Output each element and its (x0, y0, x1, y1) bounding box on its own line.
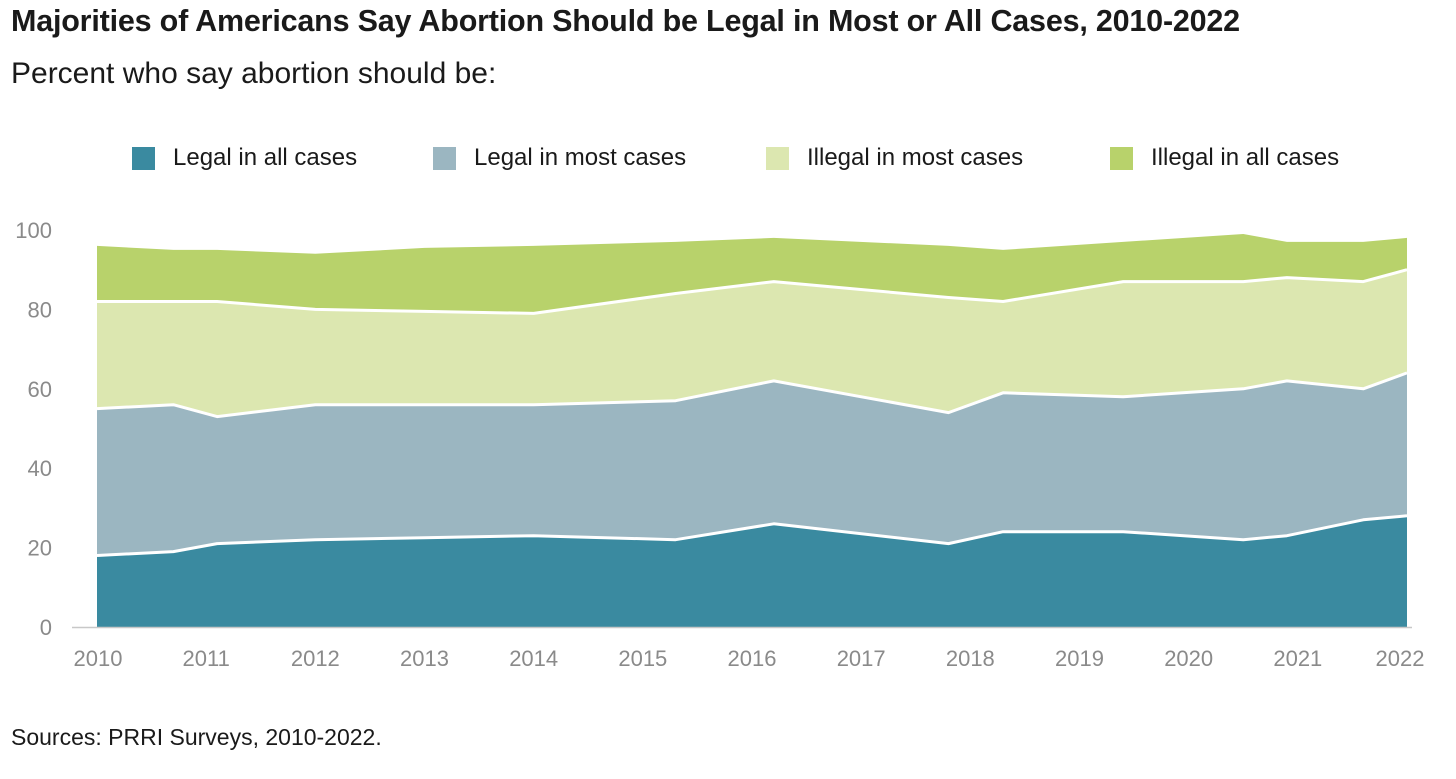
area-illegal-all (97, 234, 1407, 314)
y-tick-label: 60 (28, 377, 52, 402)
x-tick-label: 2016 (728, 646, 777, 671)
legend: Legal in all cases Legal in most cases I… (0, 140, 1456, 176)
legend-swatch-illegal-all (1110, 146, 1133, 170)
area-legal-all (97, 515, 1407, 627)
legend-item-illegal-all: Illegal in all cases (1110, 140, 1339, 176)
legend-item-illegal-most: Illegal in most cases (766, 140, 1023, 176)
legend-item-legal-most: Legal in most cases (433, 140, 686, 176)
y-tick-label: 80 (28, 297, 52, 322)
x-axis-ticks: 2010 2011 2012 2013 2014 2015 2016 2017 2018 2019… (74, 646, 1425, 671)
source-note: Sources: PRRI Surveys, 2010-2022. (11, 724, 382, 750)
x-tick-label: 2019 (1055, 646, 1104, 671)
area-layers (97, 234, 1407, 627)
x-tick-label: 2020 (1164, 646, 1213, 671)
x-tick-label: 2018 (946, 646, 995, 671)
x-tick-label: 2011 (183, 646, 230, 671)
legend-label-illegal-all: Illegal in all cases (1151, 144, 1340, 171)
x-tick-label: 2017 (837, 646, 886, 671)
x-tick-label: 2012 (291, 646, 340, 671)
x-tick-label: 2013 (400, 646, 449, 671)
chart-subtitle: Percent who say abortion should be: (11, 57, 497, 90)
x-tick-label: 2015 (618, 646, 667, 671)
legend-swatch-legal-all (132, 146, 155, 170)
x-tick-label: 2014 (509, 646, 558, 671)
legend-label-illegal-most: Illegal in most cases (807, 144, 1024, 171)
y-axis-ticks: 0 20 40 60 80 100 (15, 218, 52, 640)
y-tick-label: 100 (15, 218, 52, 243)
y-tick-label: 0 (40, 615, 52, 640)
area-boundaries (96, 268, 1408, 557)
legend-label-legal-all: Legal in all cases (173, 144, 358, 171)
x-tick-label: 2021 (1273, 646, 1322, 671)
chart-title: Majorities of Americans Say Abortion Sho… (11, 4, 1240, 38)
boundary-legal-all (96, 514, 1408, 557)
area-illegal-most (97, 269, 1407, 417)
y-tick-label: 20 (28, 536, 52, 561)
area-legal-most (97, 372, 1407, 556)
y-tick-label: 40 (28, 456, 52, 481)
x-tick-label: 2010 (74, 646, 123, 671)
boundary-legal-most (96, 371, 1408, 419)
legend-label-legal-most: Legal in most cases (474, 144, 687, 171)
legend-swatch-illegal-most (766, 146, 789, 170)
x-tick-label: 2022 (1376, 646, 1425, 671)
boundary-illegal-most (97, 268, 1408, 315)
legend-item-legal-all: Legal in all cases (132, 140, 357, 176)
legend-swatch-legal-most (433, 146, 456, 170)
